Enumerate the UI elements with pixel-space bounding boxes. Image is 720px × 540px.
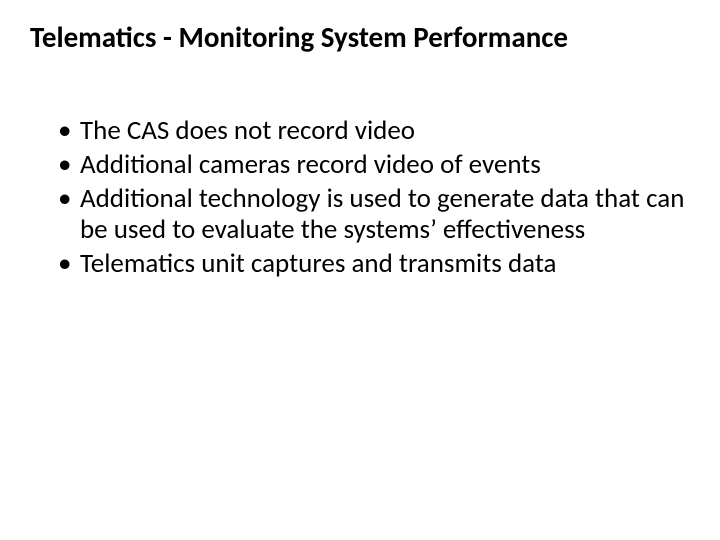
slide-title: Telematics - Monitoring System Performan…	[30, 20, 690, 55]
slide: Telematics - Monitoring System Performan…	[0, 0, 720, 540]
list-item: Telematics unit captures and transmits d…	[58, 248, 690, 280]
list-item: Additional cameras record video of event…	[58, 149, 690, 181]
list-item: Additional technology is used to generat…	[58, 183, 690, 247]
bullet-list: The CAS does not record video Additional…	[30, 115, 690, 280]
list-item: The CAS does not record video	[58, 115, 690, 147]
